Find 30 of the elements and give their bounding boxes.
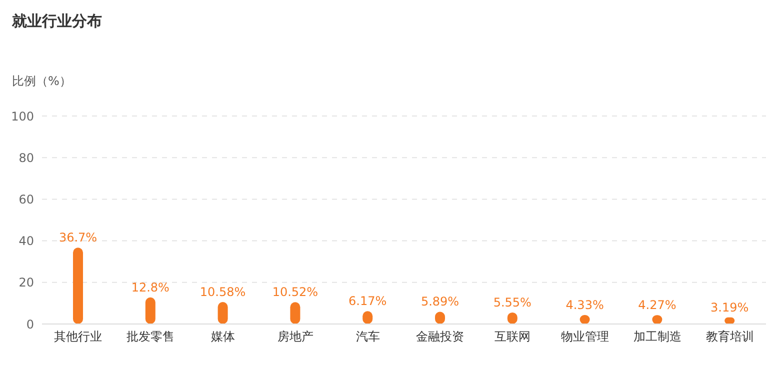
x-tick-label: 其他行业 xyxy=(54,330,102,344)
x-tick-label: 媒体 xyxy=(211,330,235,344)
y-tick-label: 100 xyxy=(11,109,34,124)
data-label: 36.7% xyxy=(58,230,98,245)
x-tick-label: 加工制造 xyxy=(633,330,682,344)
x-tick-label: 物业管理 xyxy=(561,330,609,344)
y-tick-label: 20 xyxy=(18,276,34,290)
data-label: 5.55% xyxy=(493,295,532,310)
y-axis-title: 比例（%） xyxy=(12,73,72,90)
x-tick-label: 互联网 xyxy=(494,330,531,344)
data-label: 4.27% xyxy=(638,298,676,312)
bar xyxy=(145,297,156,324)
x-tick-label: 金融投资 xyxy=(416,330,464,344)
bar xyxy=(73,248,83,324)
chart-title: 就业行业分布 xyxy=(12,12,102,31)
x-tick-label: 批发零售 xyxy=(126,330,175,344)
y-tick-label: 60 xyxy=(18,192,34,206)
y-tick-label: 40 xyxy=(18,234,34,248)
y-tick-label: 0 xyxy=(26,317,34,332)
data-label: 10.58% xyxy=(200,284,246,299)
x-tick-label: 房地产 xyxy=(277,330,314,344)
x-tick-label: 教育培训 xyxy=(706,330,754,344)
data-label: 5.89% xyxy=(420,294,460,309)
y-tick-label: 80 xyxy=(18,150,34,165)
data-label: 10.52% xyxy=(272,285,318,300)
data-label: 12.8% xyxy=(131,280,170,294)
x-tick-label: 汽车 xyxy=(356,330,380,344)
data-label: 6.17% xyxy=(348,294,387,308)
data-label: 3.19% xyxy=(710,300,749,314)
data-label: 4.33% xyxy=(566,298,604,312)
